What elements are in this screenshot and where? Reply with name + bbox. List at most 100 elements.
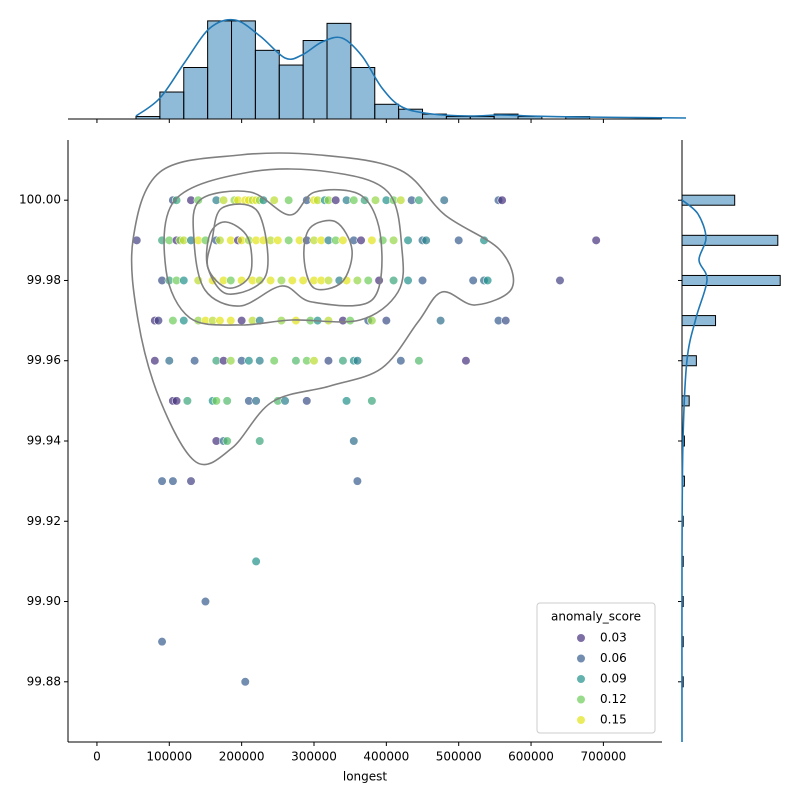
scatter-point bbox=[421, 235, 431, 245]
scatter-point bbox=[367, 396, 377, 406]
marginals bbox=[68, 18, 781, 743]
legend-label: 0.12 bbox=[600, 692, 627, 706]
scatter-point bbox=[273, 235, 283, 245]
legend-label: 0.09 bbox=[600, 672, 627, 686]
scatter-point bbox=[352, 275, 363, 286]
density-contour bbox=[130, 152, 515, 466]
scatter-point bbox=[468, 275, 478, 286]
y-tick-label: 100.00 bbox=[19, 193, 61, 207]
x-tick-label: 500000 bbox=[436, 750, 482, 764]
y-tick-label: 99.92 bbox=[27, 514, 61, 528]
scatter-point bbox=[168, 476, 178, 486]
x-tick-label: 600000 bbox=[508, 750, 554, 764]
scatter-point bbox=[363, 275, 373, 286]
scatter-point bbox=[222, 396, 232, 406]
scatter-point bbox=[269, 356, 279, 366]
scatter-point bbox=[226, 316, 236, 326]
top-kde-curve bbox=[135, 18, 687, 119]
scatter-point bbox=[153, 316, 164, 326]
scatter-point bbox=[265, 275, 276, 286]
scatter-point bbox=[360, 195, 370, 205]
scatter-point bbox=[251, 396, 261, 406]
scatter-point bbox=[461, 356, 471, 366]
legend-marker bbox=[576, 633, 586, 643]
scatter-point bbox=[182, 396, 192, 406]
right-hist-bar bbox=[681, 234, 779, 246]
legend-label: 0.15 bbox=[600, 713, 627, 727]
right-hist-bar bbox=[681, 194, 736, 206]
legend-marker bbox=[576, 653, 586, 664]
density-contours bbox=[130, 152, 515, 466]
scatter-point bbox=[287, 275, 297, 286]
right-hist-bar bbox=[681, 274, 781, 286]
scatter-point bbox=[255, 356, 265, 366]
scatter-point bbox=[341, 396, 352, 406]
scatter-point bbox=[352, 356, 363, 366]
scatter-point bbox=[414, 356, 424, 366]
scatter-point bbox=[338, 356, 348, 366]
scatter-point bbox=[284, 195, 294, 205]
scatter-point bbox=[591, 235, 601, 245]
scatter-point bbox=[370, 195, 381, 205]
scatter-point bbox=[378, 235, 388, 245]
x-tick-label: 700000 bbox=[580, 750, 626, 764]
scatter-point bbox=[240, 677, 250, 687]
top-hist-bar bbox=[183, 67, 209, 120]
scatter-point bbox=[396, 195, 406, 205]
scatter-point bbox=[331, 195, 341, 205]
legend-marker bbox=[576, 715, 586, 725]
scatter-point bbox=[356, 235, 366, 245]
scatter-point bbox=[483, 275, 493, 286]
scatter-point bbox=[168, 316, 178, 326]
scatter-point bbox=[255, 436, 265, 446]
scatter-point bbox=[222, 436, 232, 446]
scatter-point bbox=[244, 356, 254, 366]
top-hist-bar bbox=[374, 103, 400, 120]
scatter-point bbox=[171, 195, 182, 205]
legend-title: anomaly_score bbox=[551, 610, 641, 624]
x-tick-label: 400000 bbox=[363, 750, 409, 764]
density-contour bbox=[192, 188, 383, 307]
scatter-point bbox=[291, 356, 301, 366]
scatter-point bbox=[403, 235, 413, 245]
scatter-point bbox=[388, 275, 399, 286]
top-hist-bar bbox=[254, 49, 280, 120]
scatter-point bbox=[381, 316, 391, 326]
x-tick-label: 100000 bbox=[146, 750, 192, 764]
scatter-point bbox=[436, 316, 446, 326]
scatter-point bbox=[179, 316, 189, 326]
legend-label: 0.06 bbox=[600, 651, 627, 665]
top-hist-bar bbox=[135, 116, 161, 120]
scatter-point bbox=[439, 195, 449, 205]
y-tick-label: 99.98 bbox=[27, 273, 61, 287]
top-hist-bar bbox=[231, 20, 256, 120]
scatter-point bbox=[284, 235, 294, 245]
top-hist-bar bbox=[159, 91, 185, 120]
scatter-point bbox=[501, 316, 511, 326]
scatter-point bbox=[497, 195, 507, 205]
scatter-point bbox=[215, 235, 225, 245]
legend-marker bbox=[576, 694, 586, 705]
scatter-point bbox=[349, 195, 359, 205]
scatter-point bbox=[396, 356, 406, 366]
main-axes: 0 100000 200000 300000 400000 500000 600000 700… bbox=[19, 140, 662, 764]
top-hist-bar bbox=[350, 67, 376, 120]
scatter-point bbox=[367, 235, 377, 245]
scatter-point bbox=[226, 356, 236, 366]
scatter-point bbox=[237, 316, 247, 326]
scatter-point bbox=[403, 275, 413, 286]
right-hist-bar bbox=[681, 355, 697, 367]
legend-marker bbox=[576, 674, 586, 684]
top-hist-bar bbox=[469, 116, 495, 120]
x-axis-label: longest bbox=[343, 770, 388, 784]
scatter-point bbox=[150, 356, 160, 366]
y-tick-label: 99.90 bbox=[27, 594, 61, 608]
scatter-point bbox=[269, 195, 279, 205]
scatter-point bbox=[323, 275, 334, 286]
x-tick-label: 300000 bbox=[291, 750, 337, 764]
legend-label: 0.03 bbox=[600, 631, 627, 645]
y-tick-label: 99.96 bbox=[27, 353, 61, 367]
x-tick-label: 0 bbox=[93, 750, 101, 764]
